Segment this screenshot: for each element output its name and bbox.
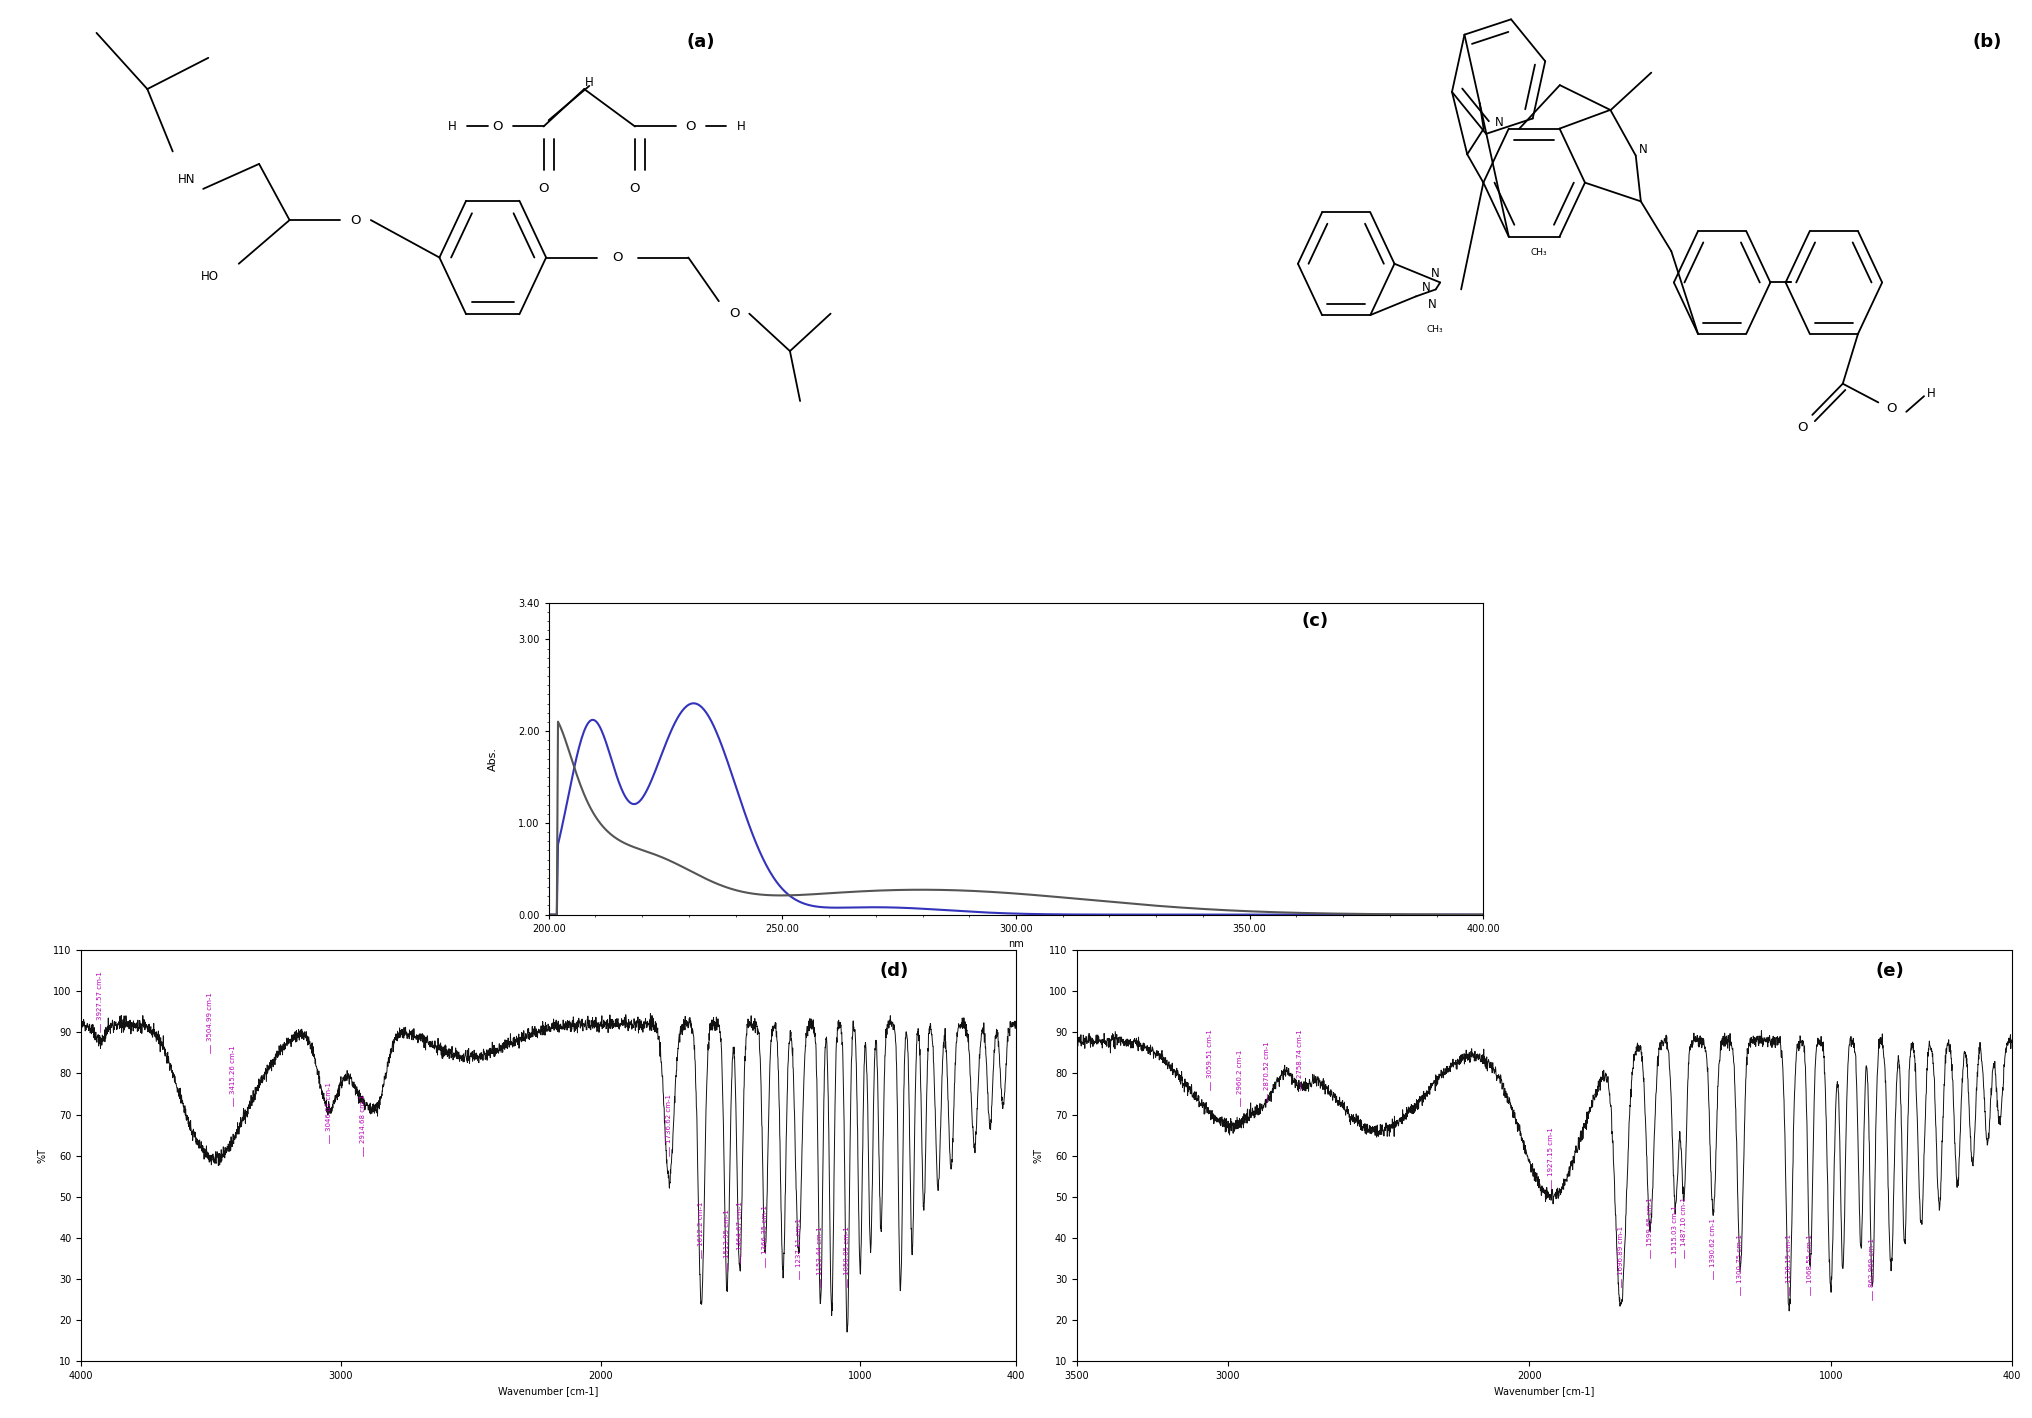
Text: 2960.2 cm-1: 2960.2 cm-1: [1237, 1049, 1244, 1095]
Text: O: O: [1886, 403, 1896, 415]
Text: HO: HO: [201, 269, 217, 282]
Text: 1068.55 cm-1: 1068.55 cm-1: [1806, 1234, 1813, 1283]
Text: O: O: [612, 251, 622, 264]
Text: N: N: [1494, 116, 1504, 129]
Text: O: O: [685, 121, 697, 133]
X-axis label: Wavenumber [cm-1]: Wavenumber [cm-1]: [1494, 1387, 1595, 1397]
Text: 1237.11 cm-1: 1237.11 cm-1: [797, 1218, 803, 1266]
Text: (d): (d): [880, 963, 908, 980]
Text: CH₃: CH₃: [1426, 325, 1443, 333]
Text: 1050.05 cm-1: 1050.05 cm-1: [843, 1227, 849, 1275]
Text: H: H: [738, 121, 746, 133]
Text: H: H: [585, 77, 593, 89]
Text: 1599.65 cm-1: 1599.65 cm-1: [1648, 1197, 1652, 1246]
X-axis label: Wavenumber [cm-1]: Wavenumber [cm-1]: [498, 1387, 599, 1397]
Text: H: H: [447, 121, 457, 133]
Text: 1300.75 cm-1: 1300.75 cm-1: [1737, 1234, 1743, 1283]
Text: 1390.62 cm-1: 1390.62 cm-1: [1711, 1218, 1715, 1266]
Text: 1138.15 cm-1: 1138.15 cm-1: [1786, 1234, 1792, 1283]
Y-axis label: %T: %T: [1034, 1149, 1042, 1163]
Text: CH₃: CH₃: [1530, 248, 1548, 257]
Text: N: N: [1422, 281, 1431, 294]
Text: 3927.57 cm-1: 3927.57 cm-1: [98, 971, 104, 1020]
Text: 1696.89 cm-1: 1696.89 cm-1: [1617, 1225, 1624, 1275]
Text: O: O: [630, 183, 640, 196]
Text: (b): (b): [1973, 33, 2002, 51]
Text: (a): (a): [687, 33, 715, 51]
Text: 862.969 cm-1: 862.969 cm-1: [1869, 1238, 1876, 1288]
Text: Abs.: Abs.: [488, 747, 498, 770]
Text: N: N: [1640, 143, 1648, 156]
Text: O: O: [350, 214, 362, 227]
Text: 2758.74 cm-1: 2758.74 cm-1: [1298, 1029, 1303, 1078]
Text: O: O: [729, 308, 740, 320]
Text: 1927.15 cm-1: 1927.15 cm-1: [1548, 1127, 1554, 1177]
Text: 1487.10 cm-1: 1487.10 cm-1: [1680, 1197, 1687, 1246]
Text: O: O: [1796, 421, 1806, 434]
Y-axis label: %T: %T: [39, 1149, 47, 1163]
Text: 3059.51 cm-1: 3059.51 cm-1: [1207, 1028, 1213, 1078]
Text: (e): (e): [1876, 963, 1904, 980]
Text: H: H: [1926, 387, 1936, 400]
Text: (c): (c): [1303, 613, 1329, 630]
Text: 1464.67 cm-1: 1464.67 cm-1: [736, 1201, 742, 1251]
Text: 1513.95 cm-1: 1513.95 cm-1: [723, 1210, 729, 1259]
X-axis label: nm: nm: [1008, 939, 1024, 949]
Text: N: N: [1431, 268, 1441, 281]
Text: N: N: [1428, 298, 1437, 311]
Text: O: O: [492, 121, 504, 133]
Text: 3504.99 cm-1: 3504.99 cm-1: [207, 991, 213, 1041]
Text: 1612.2 cm-1: 1612.2 cm-1: [699, 1202, 705, 1246]
Text: 1153.44 cm-1: 1153.44 cm-1: [817, 1227, 823, 1275]
Text: 2914.68 cm-1: 2914.68 cm-1: [360, 1095, 366, 1143]
Text: 3046.01 cm-1: 3046.01 cm-1: [325, 1082, 331, 1132]
Text: HN: HN: [179, 173, 195, 186]
Text: 1736.62 cm-1: 1736.62 cm-1: [666, 1095, 673, 1143]
Text: 1366.35 cm-1: 1366.35 cm-1: [762, 1205, 768, 1255]
Text: 3415.26 cm-1: 3415.26 cm-1: [230, 1045, 236, 1095]
Text: 2870.52 cm-1: 2870.52 cm-1: [1264, 1041, 1270, 1090]
Text: 1515.03 cm-1: 1515.03 cm-1: [1672, 1205, 1678, 1255]
Text: O: O: [538, 183, 549, 196]
